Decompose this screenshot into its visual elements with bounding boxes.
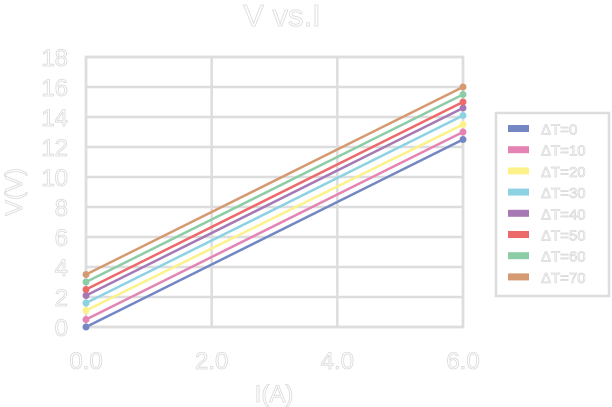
data-point xyxy=(459,91,467,98)
data-point xyxy=(459,112,467,119)
legend-swatch xyxy=(508,167,529,175)
x-axis-label: I(A) xyxy=(255,381,294,407)
plot-frame xyxy=(84,55,465,329)
data-point xyxy=(82,299,90,307)
legend-label: ΔT=70 xyxy=(541,270,586,287)
legend-swatch xyxy=(508,125,529,132)
legend-swatch xyxy=(508,273,529,281)
legend-label: ΔT=0 xyxy=(541,122,577,139)
legend-label: ΔT=10 xyxy=(541,143,586,160)
data-point xyxy=(459,121,467,128)
y-tick-label: 12 xyxy=(41,135,68,162)
series-4 xyxy=(82,104,467,299)
y-tick-label: 10 xyxy=(41,165,68,192)
legend-label: ΔT=60 xyxy=(541,249,586,266)
data-point xyxy=(82,307,90,314)
legend-label: ΔT=40 xyxy=(541,206,586,223)
chart-title: V vs.I xyxy=(243,0,321,33)
series-2 xyxy=(82,121,467,314)
series-3 xyxy=(82,112,467,307)
y-tick-label: 8 xyxy=(55,195,68,222)
series-line xyxy=(85,100,464,291)
y-tick-label: 0 xyxy=(55,315,68,342)
y-tick-label: 2 xyxy=(55,285,68,312)
x-tick-label: 4.0 xyxy=(321,348,354,375)
legend-swatch xyxy=(508,209,529,217)
data-point xyxy=(82,316,90,323)
legend-label: ΔT=50 xyxy=(541,228,586,245)
legend-label: ΔT=20 xyxy=(541,164,586,181)
y-tick-label: 18 xyxy=(41,45,68,72)
series-line xyxy=(85,106,464,297)
legend: ΔT=0 ΔT=10 ΔT=20 ΔT=30 ΔT=40 ΔT=50 ΔT=60 ΔT=70 xyxy=(494,111,611,298)
series-6 xyxy=(82,91,467,286)
data-point xyxy=(459,136,467,143)
series-line xyxy=(85,138,464,329)
y-axis-label: V(V) xyxy=(1,168,28,216)
legend-swatch xyxy=(508,231,529,238)
data-point xyxy=(82,292,90,299)
data-point xyxy=(82,286,90,293)
data-point xyxy=(82,323,90,331)
data-point xyxy=(459,104,467,112)
legend-label: ΔT=30 xyxy=(541,185,586,202)
data-point xyxy=(459,98,467,106)
data-point xyxy=(459,128,467,136)
y-tick-label: 4 xyxy=(55,255,68,282)
legend-swatch xyxy=(508,188,529,196)
x-tick-label: 6.0 xyxy=(446,348,479,375)
data-point xyxy=(459,83,467,91)
legend-swatch xyxy=(508,252,529,260)
y-tick-label: 14 xyxy=(41,105,68,132)
series-line xyxy=(85,114,464,305)
series-line xyxy=(85,85,464,276)
series-line xyxy=(85,130,464,321)
data-point xyxy=(82,271,90,278)
x-tick-label: 0.0 xyxy=(69,348,102,375)
data-point xyxy=(82,278,90,286)
series-5 xyxy=(82,98,467,293)
series-line xyxy=(85,93,464,284)
x-tick-label: 2.0 xyxy=(195,348,228,375)
y-tick-label: 6 xyxy=(55,225,68,252)
series-1 xyxy=(82,128,467,323)
legend-swatch xyxy=(508,146,529,154)
series-line xyxy=(85,123,464,312)
series-0 xyxy=(82,136,467,331)
series-7 xyxy=(82,83,467,278)
y-tick-label: 16 xyxy=(41,75,68,102)
legend-box xyxy=(494,111,611,298)
